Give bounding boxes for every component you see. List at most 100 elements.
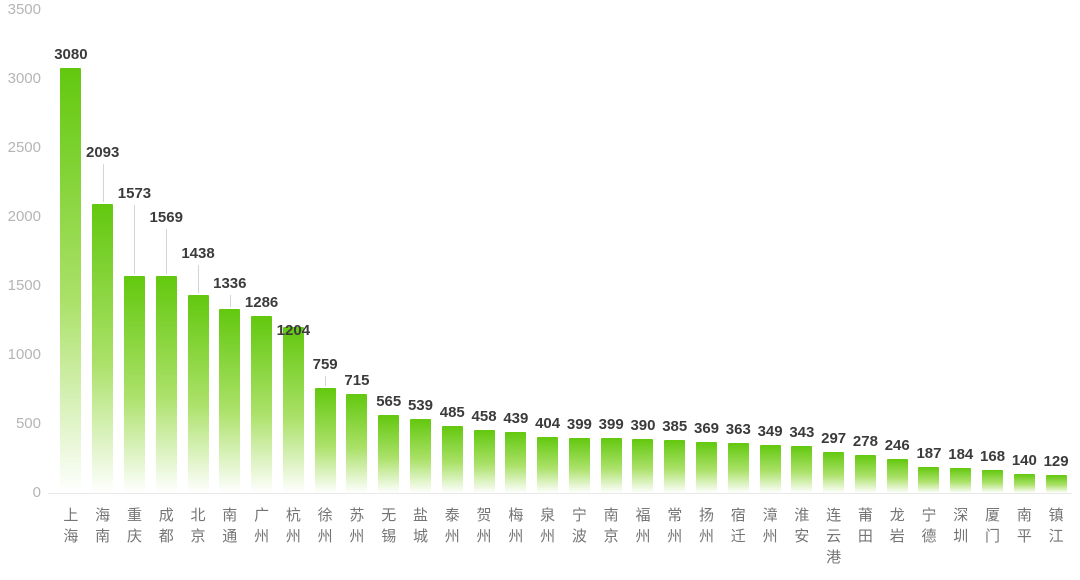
x-axis-category-label: 梅州 [508, 507, 524, 545]
bar-value-label: 278 [852, 432, 878, 450]
bar-value-label: 439 [503, 410, 529, 428]
y-axis-tick-label: 500 [15, 415, 41, 432]
x-axis-category-label: 淮安 [794, 507, 810, 545]
x-axis-category-label: 宁波 [571, 507, 587, 545]
bar[interactable] [219, 308, 241, 493]
bar-value-label: 3080 [54, 45, 88, 63]
bar[interactable] [409, 418, 431, 493]
x-axis-category-label: 福州 [635, 507, 651, 545]
bar[interactable] [251, 315, 273, 493]
bar[interactable] [696, 442, 718, 493]
x-axis-category-label: 苏州 [349, 507, 365, 545]
bar[interactable] [854, 454, 876, 493]
bar-value-label: 343 [789, 423, 815, 441]
x-axis-line [48, 493, 1072, 494]
x-axis-category-label: 莆田 [857, 507, 873, 545]
y-axis-tick-label: 2000 [7, 208, 41, 225]
x-axis-category-label: 南京 [603, 507, 619, 545]
label-leader-line [198, 264, 200, 293]
bar[interactable] [346, 394, 368, 493]
x-axis-category-label: 深圳 [953, 507, 969, 545]
x-axis-category-label: 北京 [190, 507, 206, 545]
bar-value-label: 385 [662, 417, 688, 435]
label-leader-line [229, 294, 231, 307]
bar[interactable] [791, 445, 813, 493]
x-axis-category-label: 连云港 [826, 507, 842, 566]
bar[interactable] [918, 467, 940, 493]
x-axis-category-label: 常州 [667, 507, 683, 545]
y-axis-tick-label: 1500 [7, 277, 41, 294]
y-axis-tick-label: 2500 [7, 139, 41, 156]
bar[interactable] [886, 459, 908, 493]
bar-value-label: 140 [1011, 451, 1037, 469]
bar-value-label: 369 [694, 420, 720, 438]
x-axis-category-label: 成都 [158, 507, 174, 545]
x-axis-category-label: 镇江 [1048, 507, 1064, 545]
bar[interactable] [950, 467, 972, 493]
bar[interactable] [1013, 473, 1035, 493]
bar[interactable] [92, 204, 114, 493]
bar[interactable] [823, 452, 845, 493]
x-axis-category-label: 扬州 [699, 507, 715, 545]
bar-value-label: 1286 [244, 293, 279, 311]
bar-value-label: 404 [535, 415, 561, 433]
bar[interactable] [155, 276, 177, 493]
x-axis-category-label: 广州 [254, 507, 270, 545]
bar[interactable] [632, 439, 654, 493]
bar[interactable] [537, 437, 559, 493]
bar-value-label: 485 [439, 404, 465, 422]
bar[interactable] [664, 439, 686, 493]
bar[interactable] [759, 444, 781, 493]
x-axis-category-label: 南平 [1016, 507, 1032, 545]
bar-value-label: 539 [407, 396, 433, 414]
bar-value-label: 399 [566, 415, 592, 433]
bar-value-label: 1573 [117, 184, 152, 202]
x-axis-category-label: 龙岩 [889, 507, 905, 545]
label-leader-line [102, 164, 104, 203]
bar[interactable] [378, 415, 400, 493]
bar-value-label: 715 [344, 372, 370, 390]
y-axis-tick-label: 3500 [7, 0, 41, 18]
bar-value-label: 187 [916, 445, 942, 463]
x-axis-category-label: 无锡 [381, 507, 397, 545]
x-axis-category-label: 盐城 [412, 507, 428, 545]
bar[interactable] [982, 469, 1004, 493]
x-axis-category-label: 宁德 [921, 507, 937, 545]
bar-value-label: 168 [980, 447, 1006, 465]
bar[interactable] [314, 388, 336, 493]
x-axis-category-label: 杭州 [285, 507, 301, 545]
bar[interactable] [727, 442, 749, 493]
x-axis-category-label: 泉州 [540, 507, 556, 545]
x-axis-category-label: 上海 [63, 507, 79, 545]
bar[interactable] [1045, 475, 1067, 493]
bar-value-label: 759 [312, 356, 338, 374]
bar-value-label: 1204 [276, 321, 311, 339]
bar[interactable] [187, 294, 209, 493]
x-axis-category-label: 漳州 [762, 507, 778, 545]
x-axis-category-label: 海南 [95, 507, 111, 545]
bar[interactable] [600, 437, 622, 493]
x-axis-category-label: 泰州 [444, 507, 460, 545]
bar[interactable] [568, 437, 590, 493]
y-axis-tick-label: 1000 [7, 346, 41, 363]
bar-value-label: 129 [1043, 453, 1069, 471]
bar[interactable] [441, 426, 463, 493]
bar-value-label: 363 [725, 420, 751, 438]
x-axis-category-label: 重庆 [126, 507, 142, 545]
bar[interactable] [282, 326, 304, 493]
bar[interactable] [473, 429, 495, 493]
x-axis-category-label: 宿迁 [730, 507, 746, 545]
bar-value-label: 349 [757, 422, 783, 440]
bar-value-label: 1569 [149, 209, 183, 227]
bar[interactable] [60, 67, 82, 493]
y-axis-tick-label: 3000 [7, 70, 41, 87]
bar-value-label: 297 [821, 430, 847, 447]
x-axis-category-label: 徐州 [317, 507, 333, 545]
bar-value-label: 399 [598, 415, 624, 433]
bar-value-label: 184 [948, 445, 974, 463]
bar-value-label: 1438 [181, 244, 215, 262]
bar[interactable] [123, 275, 145, 493]
bar[interactable] [505, 432, 527, 493]
